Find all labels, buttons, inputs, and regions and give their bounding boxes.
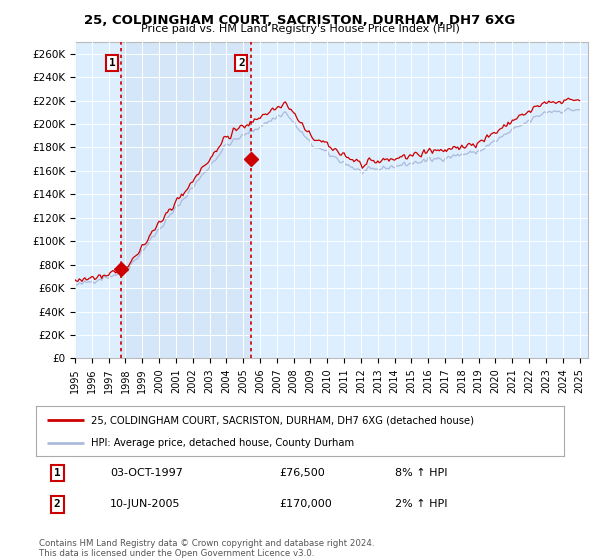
Text: 8% ↑ HPI: 8% ↑ HPI [395, 468, 448, 478]
Text: 2: 2 [54, 500, 61, 510]
Text: 25, COLDINGHAM COURT, SACRISTON, DURHAM, DH7 6XG: 25, COLDINGHAM COURT, SACRISTON, DURHAM,… [85, 14, 515, 27]
Text: 03-OCT-1997: 03-OCT-1997 [110, 468, 183, 478]
Text: Contains HM Land Registry data © Crown copyright and database right 2024.
This d: Contains HM Land Registry data © Crown c… [39, 539, 374, 558]
Text: 10-JUN-2005: 10-JUN-2005 [110, 500, 181, 510]
Text: HPI: Average price, detached house, County Durham: HPI: Average price, detached house, Coun… [91, 438, 355, 448]
Text: £170,000: £170,000 [279, 500, 332, 510]
Bar [121, 42, 251, 358]
Text: 25, COLDINGHAM COURT, SACRISTON, DURHAM, DH7 6XG (detached house): 25, COLDINGHAM COURT, SACRISTON, DURHAM,… [91, 415, 475, 425]
Text: 2% ↑ HPI: 2% ↑ HPI [395, 500, 448, 510]
Text: Price paid vs. HM Land Registry's House Price Index (HPI): Price paid vs. HM Land Registry's House … [140, 24, 460, 34]
Bar [75, 42, 121, 358]
Text: 1: 1 [54, 468, 61, 478]
Text: 1: 1 [109, 58, 115, 68]
Text: £76,500: £76,500 [279, 468, 325, 478]
Text: 2: 2 [238, 58, 245, 68]
